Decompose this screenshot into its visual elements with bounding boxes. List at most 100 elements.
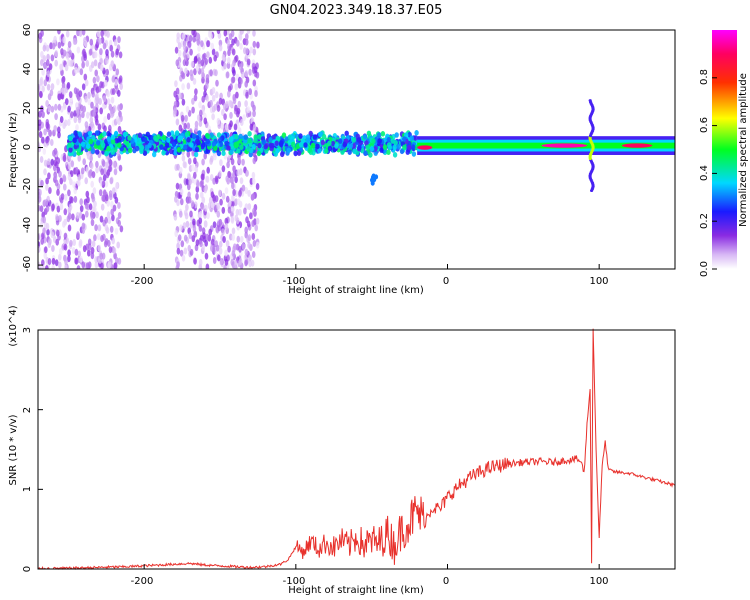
signal-blob <box>279 140 284 146</box>
noise-blob <box>84 202 89 210</box>
noise-blob <box>70 111 74 119</box>
noise-blob <box>45 100 49 107</box>
noise-blob <box>218 218 223 226</box>
noise-blob <box>74 248 79 256</box>
noise-blob <box>101 194 105 202</box>
noise-blob <box>245 91 249 99</box>
noise-blob <box>41 68 45 76</box>
noise-blob <box>236 39 240 47</box>
signal-blob <box>386 149 391 155</box>
noise-blob <box>252 124 257 132</box>
noise-blob <box>205 94 209 102</box>
noise-blob <box>194 88 198 96</box>
noise-blob <box>43 168 47 176</box>
signal-blob <box>95 149 100 155</box>
signal-blob <box>347 149 352 155</box>
noise-blob <box>103 116 107 124</box>
noise-blob <box>104 79 108 87</box>
noise-blob <box>187 40 192 48</box>
noise-blob <box>212 221 217 229</box>
noise-blob <box>78 30 83 37</box>
noise-blob <box>47 158 51 166</box>
noise-blob <box>96 30 101 38</box>
noise-blob <box>240 119 244 126</box>
signal-blob <box>334 143 339 149</box>
noise-blob <box>196 32 200 40</box>
noise-blob <box>67 224 72 232</box>
noise-blob <box>38 119 42 127</box>
noise-blob <box>39 205 44 213</box>
noise-blob <box>211 48 216 56</box>
noise-blob <box>40 105 44 113</box>
noise-blob <box>192 218 196 226</box>
noise-blob <box>109 177 114 185</box>
noise-blob <box>209 99 213 107</box>
noise-blob <box>64 193 68 201</box>
noise-blob <box>62 36 66 44</box>
noise-blob <box>108 159 113 167</box>
noise-blob <box>251 177 256 185</box>
noise-blob <box>186 150 191 158</box>
noise-blob <box>72 181 76 189</box>
noise-blob <box>38 204 41 212</box>
noise-blob <box>190 200 195 208</box>
signal-blob <box>320 139 325 146</box>
noise-blob <box>233 259 238 267</box>
noise-blob <box>237 157 242 164</box>
noise-blob <box>90 247 95 255</box>
noise-blob <box>217 224 222 232</box>
noise-blob <box>193 257 197 265</box>
snr-y-tick: 0 <box>22 566 33 572</box>
signal-blob <box>399 148 405 155</box>
noise-blob <box>81 261 86 269</box>
noise-blob <box>232 165 236 173</box>
signal-blob <box>287 139 293 146</box>
signal-blob <box>321 133 327 140</box>
noise-blob <box>188 35 193 42</box>
noise-blob <box>51 203 55 211</box>
signal-blob <box>363 150 368 156</box>
noise-blob <box>196 114 201 122</box>
noise-blob <box>247 234 252 242</box>
noise-blob <box>202 52 207 60</box>
noise-blob <box>84 177 88 185</box>
signal-blob <box>110 149 116 155</box>
noise-blob <box>252 207 256 215</box>
noise-blob <box>191 106 195 114</box>
noise-blob <box>256 41 260 49</box>
signal-blob <box>194 146 200 153</box>
noise-blob <box>236 235 241 243</box>
signal-blob <box>189 142 194 148</box>
noise-blob <box>45 222 50 230</box>
signal-blob <box>216 132 222 138</box>
noise-blob <box>180 198 184 206</box>
signal-blob <box>171 141 177 147</box>
noise-blob <box>77 179 81 187</box>
noise-blob <box>224 187 229 195</box>
noise-blob <box>193 171 197 179</box>
noise-blob <box>63 243 68 251</box>
signal-blob <box>257 134 262 140</box>
strong-spot <box>541 143 588 148</box>
noise-blob <box>226 39 231 47</box>
noise-blob <box>87 170 92 178</box>
noise-blob <box>40 59 44 67</box>
spectrogram-body <box>38 30 675 269</box>
noise-blob <box>210 42 215 50</box>
noise-blob <box>249 46 253 54</box>
noise-blob <box>104 180 109 188</box>
signal-blob <box>270 142 275 149</box>
noise-blob <box>183 247 188 255</box>
signal-blob <box>392 152 398 158</box>
noise-blob <box>251 220 255 227</box>
noise-blob <box>222 236 226 243</box>
signal-blob <box>137 138 142 144</box>
signal-blob <box>394 132 399 138</box>
noise-blob <box>236 198 241 206</box>
snr-x-tick: 0 <box>443 576 449 587</box>
snr-multiplier: (x10^4) <box>8 305 19 346</box>
noise-blob <box>183 122 187 130</box>
signal-blob <box>77 131 83 137</box>
signal-blob <box>85 143 91 150</box>
noise-blob <box>45 205 50 213</box>
